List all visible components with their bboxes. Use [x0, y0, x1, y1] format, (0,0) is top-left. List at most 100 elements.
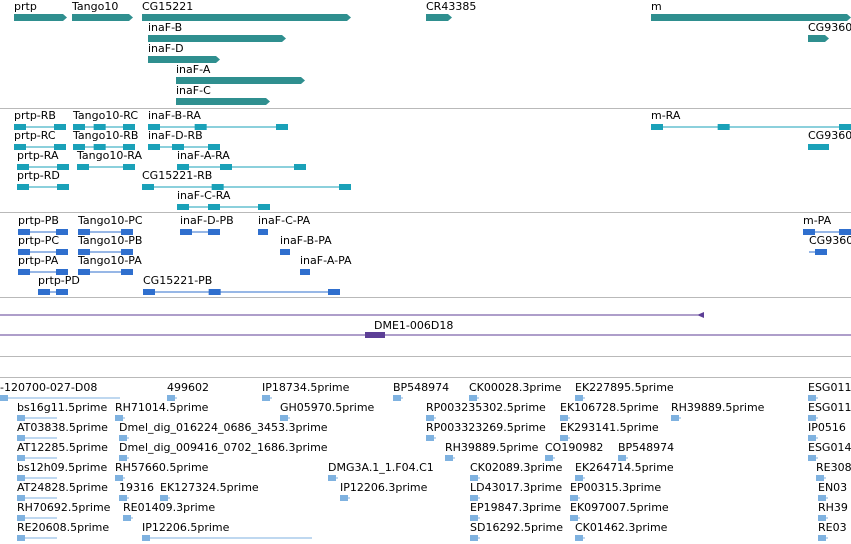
est-feature-label[interactable]: GH05970.5prime — [280, 401, 375, 414]
est-feature-glyph[interactable] — [470, 474, 480, 484]
est-feature-glyph[interactable] — [17, 534, 57, 544]
protein-feature-glyph[interactable] — [258, 227, 268, 237]
transcript-feature-glyph[interactable] — [177, 202, 270, 212]
est-feature-label[interactable]: RH71014.5prime — [115, 401, 209, 414]
gene-feature-label[interactable]: prtp — [14, 0, 37, 13]
transcript-feature-label[interactable]: prtp-RA — [17, 149, 59, 162]
est-feature-glyph[interactable] — [426, 414, 436, 424]
est-feature-label[interactable]: IP12206.3prime — [340, 481, 428, 494]
est-feature-glyph[interactable] — [280, 414, 290, 424]
gene-feature-label[interactable]: inaF-B — [148, 21, 183, 34]
est-feature-label[interactable]: ESG014 — [808, 441, 851, 454]
protein-feature-label[interactable]: prtp-PC — [18, 234, 60, 247]
est-feature-label[interactable]: EK097007.5prime — [570, 501, 669, 514]
transcript-feature-glyph[interactable] — [142, 182, 351, 192]
est-feature-glyph[interactable] — [808, 394, 818, 404]
protein-feature-label[interactable]: inaF-D-PB — [180, 214, 234, 227]
est-feature-label[interactable]: RE308 — [816, 461, 851, 474]
est-feature-label[interactable]: EK227895.5prime — [575, 381, 674, 394]
est-feature-label[interactable]: CO190982 — [545, 441, 604, 454]
protein-feature-glyph[interactable] — [18, 247, 68, 257]
protein-feature-label[interactable]: CG9360 — [809, 234, 851, 247]
gene-feature-glyph[interactable] — [148, 34, 286, 44]
protein-feature-glyph[interactable] — [78, 227, 133, 237]
est-feature-label[interactable]: AT03838.5prime — [17, 421, 108, 434]
est-feature-label[interactable]: RH57660.5prime — [115, 461, 209, 474]
est-feature-label[interactable]: IP12206.5prime — [142, 521, 230, 534]
protein-feature-label[interactable]: inaF-C-PA — [258, 214, 311, 227]
est-feature-glyph[interactable] — [328, 474, 338, 484]
protein-feature-label[interactable]: prtp-PA — [18, 254, 59, 267]
gene-feature-label[interactable]: Tango10 — [72, 0, 119, 13]
est-feature-label[interactable]: ESG011 — [808, 401, 851, 414]
transcript-feature-glyph[interactable] — [73, 122, 135, 132]
protein-feature-glyph[interactable] — [143, 287, 340, 297]
est-feature-label[interactable]: EK106728.5prime — [560, 401, 659, 414]
est-feature-label[interactable]: BP548974 — [618, 441, 675, 454]
est-feature-glyph[interactable] — [808, 414, 818, 424]
transcript-feature-glyph[interactable] — [148, 122, 288, 132]
transcript-feature-glyph[interactable] — [17, 162, 69, 172]
est-feature-label[interactable]: RP003235302.5prime — [426, 401, 546, 414]
est-feature-label[interactable]: DMG3A.1_1.F04.C1 — [328, 461, 434, 474]
gene-feature-glyph[interactable] — [14, 13, 67, 23]
est-feature-label[interactable]: EN03 — [818, 481, 848, 494]
est-feature-glyph[interactable] — [17, 434, 57, 444]
protein-feature-label[interactable]: prtp-PD — [38, 274, 80, 287]
est-feature-glyph[interactable] — [142, 534, 312, 544]
est-feature-glyph[interactable] — [470, 534, 480, 544]
est-feature-glyph[interactable] — [426, 434, 436, 444]
transcript-feature-glyph[interactable] — [148, 142, 220, 152]
est-feature-glyph[interactable] — [469, 394, 479, 404]
gene-feature-glyph[interactable] — [142, 13, 351, 23]
transcript-feature-glyph[interactable] — [73, 142, 135, 152]
protein-feature-glyph[interactable] — [809, 247, 827, 257]
est-feature-label[interactable]: CK01462.3prime — [575, 521, 668, 534]
transcript-feature-label[interactable]: CG15221-RB — [142, 169, 213, 182]
est-feature-glyph[interactable] — [808, 454, 818, 464]
gene-feature-glyph[interactable] — [651, 13, 851, 23]
transcript-feature-label[interactable]: inaF-D-RB — [148, 129, 203, 142]
transcript-feature-glyph[interactable] — [14, 142, 66, 152]
est-feature-label[interactable]: Dmel_dig_009416_0702_1686.3prime — [119, 441, 328, 454]
est-feature-glyph[interactable] — [560, 414, 570, 424]
protein-feature-label[interactable]: inaF-B-PA — [280, 234, 332, 247]
clone-feature-label[interactable]: DME1-006D18 — [374, 319, 454, 332]
protein-feature-glyph[interactable] — [280, 247, 290, 257]
transcript-feature-glyph[interactable] — [651, 122, 851, 132]
transcript-feature-glyph[interactable] — [77, 162, 135, 172]
est-feature-label[interactable]: RH39889.5prime — [671, 401, 765, 414]
protein-feature-glyph[interactable] — [78, 267, 133, 277]
est-feature-label[interactable]: RE03 — [818, 521, 847, 534]
est-feature-label[interactable]: RH39 — [818, 501, 848, 514]
clone-feature-glyph[interactable] — [0, 332, 851, 342]
est-feature-glyph[interactable] — [818, 514, 828, 524]
protein-feature-label[interactable]: m-PA — [803, 214, 832, 227]
transcript-feature-glyph[interactable] — [808, 142, 829, 152]
est-feature-label[interactable]: AT24828.5prime — [17, 481, 108, 494]
protein-feature-glyph[interactable] — [18, 267, 68, 277]
gene-feature-label[interactable]: inaF-D — [148, 42, 184, 55]
est-feature-label[interactable]: IP18734.5prime — [262, 381, 350, 394]
est-feature-glyph[interactable] — [575, 394, 585, 404]
gene-feature-label[interactable]: inaF-C — [176, 84, 211, 97]
est-feature-glyph[interactable] — [167, 394, 177, 404]
transcript-feature-label[interactable]: prtp-RC — [14, 129, 56, 142]
protein-feature-label[interactable]: CG15221-PB — [143, 274, 213, 287]
est-feature-label[interactable]: EK264714.5prime — [575, 461, 674, 474]
transcript-feature-glyph[interactable] — [17, 182, 69, 192]
est-feature-glyph[interactable] — [671, 414, 681, 424]
est-feature-glyph[interactable] — [119, 454, 129, 464]
est-feature-glyph[interactable] — [470, 514, 480, 524]
transcript-feature-label[interactable]: m-RA — [651, 109, 681, 122]
est-feature-glyph[interactable] — [17, 494, 57, 504]
transcript-feature-glyph[interactable] — [14, 122, 66, 132]
est-feature-label[interactable]: Dmel_dig_016224_0686_3453.3prime — [119, 421, 328, 434]
gene-feature-label[interactable]: m — [651, 0, 662, 13]
protein-feature-label[interactable]: inaF-A-PA — [300, 254, 352, 267]
est-feature-label[interactable]: ESG011 — [808, 381, 851, 394]
protein-feature-glyph[interactable] — [38, 287, 68, 297]
est-feature-glyph[interactable] — [17, 454, 57, 464]
protein-feature-glyph[interactable] — [803, 227, 851, 237]
est-feature-label[interactable]: BP548974 — [393, 381, 450, 394]
